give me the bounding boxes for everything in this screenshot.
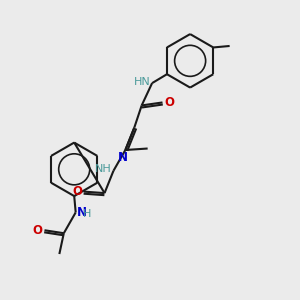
Text: N: N <box>118 152 128 164</box>
Text: H: H <box>83 209 92 219</box>
Text: O: O <box>33 224 43 237</box>
Text: N: N <box>77 206 87 219</box>
Text: O: O <box>164 96 174 109</box>
Text: HN: HN <box>134 76 151 87</box>
Text: O: O <box>72 185 82 198</box>
Text: NH: NH <box>95 164 112 174</box>
